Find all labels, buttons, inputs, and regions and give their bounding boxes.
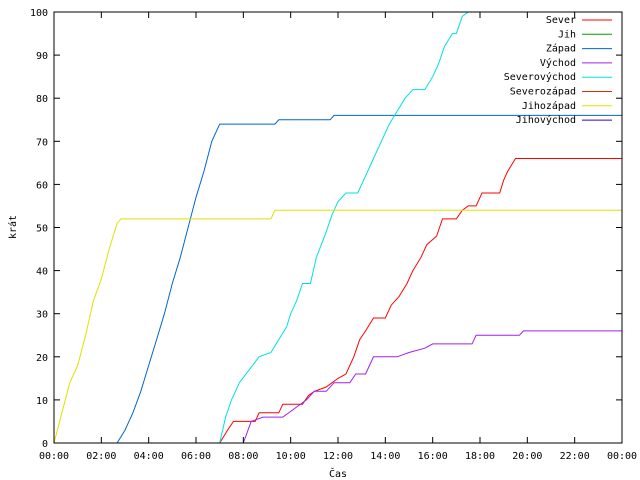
y-tick-label-3: 30 bbox=[36, 310, 48, 321]
series-line-0 bbox=[219, 158, 622, 444]
x-tick-label-8: 16:00 bbox=[418, 451, 448, 462]
x-tick-label-11: 22:00 bbox=[560, 451, 590, 462]
series-line-1 bbox=[242, 330, 622, 444]
x-tick-label-4: 08:00 bbox=[228, 451, 258, 462]
x-tick-label-3: 06:00 bbox=[181, 451, 211, 462]
series-line-4 bbox=[53, 209, 622, 444]
y-tick-label-5: 50 bbox=[36, 224, 48, 235]
y-tick-label-4: 40 bbox=[36, 267, 48, 278]
series-line-2 bbox=[116, 114, 622, 444]
legend-label-3: Východ bbox=[540, 57, 576, 69]
y-tick-label-6: 60 bbox=[36, 180, 48, 191]
x-axis-label: Čas bbox=[329, 467, 347, 480]
x-tick-label-9: 18:00 bbox=[465, 451, 495, 462]
series-line-3 bbox=[219, 11, 469, 444]
legend-label-6: Jihozápad bbox=[522, 100, 576, 112]
legend-label-5: Severozápad bbox=[510, 86, 576, 98]
x-tick-label-6: 12:00 bbox=[323, 451, 353, 462]
legend-label-4: Severovýchod bbox=[504, 71, 576, 83]
legend-label-2: Západ bbox=[546, 43, 576, 55]
x-tick-label-1: 02:00 bbox=[86, 451, 116, 462]
x-tick-label-12: 00:00 bbox=[607, 451, 637, 462]
x-tick-label-5: 10:00 bbox=[276, 451, 306, 462]
y-tick-label-2: 20 bbox=[36, 353, 48, 364]
y-tick-label-10: 100 bbox=[30, 8, 48, 19]
legend: Sever Jih Západ Východ Severovýchod Severozáp… bbox=[504, 15, 612, 126]
y-tick-label-1: 10 bbox=[36, 396, 48, 407]
y-axis-label: krát bbox=[7, 215, 19, 239]
x-tick-label-10: 20:00 bbox=[512, 451, 542, 462]
y-tick-label-9: 90 bbox=[36, 51, 48, 62]
legend-label-0: Sever bbox=[546, 15, 576, 26]
series-layer bbox=[53, 11, 622, 444]
y-tick-label-0: 0 bbox=[42, 439, 48, 450]
x-tick-label-7: 14:00 bbox=[370, 451, 400, 462]
y-tick-label-8: 80 bbox=[36, 94, 48, 105]
axes-layer: 00:00 02:00 04:00 06:00 08:00 10:00 12:00 14:00… bbox=[30, 8, 637, 462]
x-tick-label-2: 04:00 bbox=[134, 451, 164, 462]
x-tick-label-0: 00:00 bbox=[39, 451, 69, 462]
legend-label-1: Jih bbox=[558, 29, 576, 40]
y-tick-label-7: 70 bbox=[36, 137, 48, 148]
legend-label-7: Jihovýchod bbox=[516, 114, 576, 126]
